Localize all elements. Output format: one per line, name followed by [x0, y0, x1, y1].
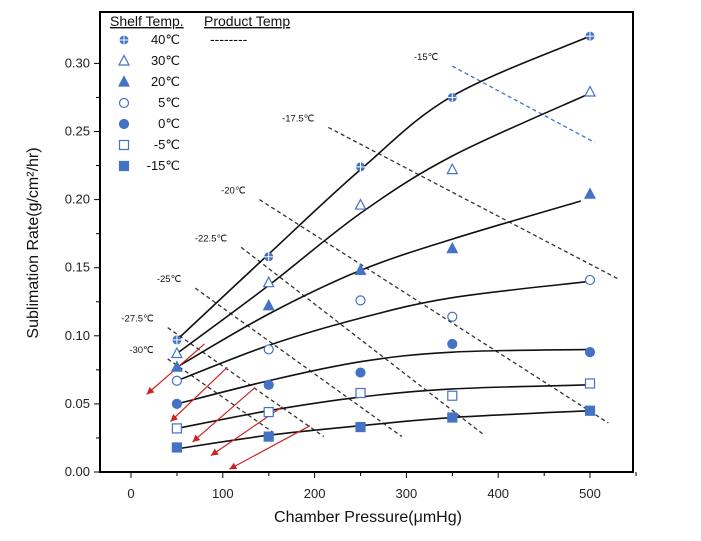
y-tick-label: 0.30 — [65, 55, 90, 70]
red-arrow — [228, 425, 311, 470]
data-point — [446, 241, 459, 254]
legend-marker — [118, 54, 130, 66]
plot-frame — [99, 11, 634, 473]
x-axis-title: Chamber Pressure(μmHg) — [274, 509, 462, 526]
data-point — [171, 423, 182, 434]
red-arrow — [192, 387, 256, 443]
legend-label: 40℃ — [151, 32, 180, 47]
data-point — [584, 378, 596, 389]
y-tick-label: 0.00 — [65, 464, 90, 479]
isotherm-label: -25℃ — [157, 274, 182, 285]
legend-label: 5℃ — [158, 95, 180, 110]
data-point — [263, 379, 274, 390]
legend-marker — [118, 118, 130, 130]
data-point — [355, 387, 366, 399]
data-point — [447, 412, 458, 423]
legend-marker — [118, 139, 130, 151]
axis-ticks — [94, 62, 637, 478]
y-axis-title: Sublimation Rate(g/cm²/hr) — [25, 147, 42, 338]
isotherm-label: -15℃ — [414, 52, 439, 63]
data-point — [263, 344, 274, 355]
y-tick-label: 0.10 — [65, 328, 90, 343]
fit-curve — [176, 280, 591, 382]
isotherm-line — [167, 358, 274, 434]
isotherm-labels: -15℃ -17.5℃ -20℃ -22.5℃ -25℃ -27.5℃ -30℃ — [121, 52, 438, 356]
data-point — [262, 299, 275, 311]
data-point — [584, 405, 596, 416]
isotherm-label: -30℃ — [129, 345, 154, 356]
isotherm-label: -17.5℃ — [282, 113, 315, 124]
data-point — [355, 295, 366, 306]
data-point — [355, 421, 366, 433]
fit-curves — [176, 35, 591, 450]
fit-curve — [176, 384, 591, 430]
y-tick-labels: 0.00 0.05 0.10 0.15 0.20 0.25 0.30 — [65, 55, 90, 479]
y-tick-label: 0.05 — [65, 396, 90, 411]
x-tick-labels: 0 100 200 300 400 500 — [127, 486, 600, 501]
data-point — [170, 346, 183, 359]
data-point — [447, 311, 458, 322]
x-tick-label: 500 — [579, 486, 601, 501]
legend-label: 0℃ — [158, 116, 180, 131]
x-tick-label: 300 — [396, 486, 418, 501]
isotherm-label: -22.5℃ — [195, 233, 228, 244]
data-point — [584, 274, 596, 286]
legend-label: -15℃ — [147, 158, 180, 173]
data-point — [171, 398, 182, 409]
data-point — [354, 198, 367, 210]
legend-header-product: Product Temp — [204, 13, 290, 29]
legend-items: 40℃ 30℃ 20℃ 5℃ 0℃ -5℃ -15℃ — [118, 32, 180, 173]
data-markers — [170, 31, 596, 453]
x-tick-label: 200 — [304, 486, 326, 501]
red-arrows — [146, 343, 311, 470]
legend-label: -5℃ — [154, 137, 180, 152]
isotherm-lines — [167, 65, 618, 438]
red-arrow — [170, 366, 228, 423]
isotherm-line — [451, 65, 595, 143]
data-point — [447, 390, 458, 401]
legend-marker — [118, 97, 130, 109]
data-point — [171, 442, 182, 453]
isotherm-line — [194, 287, 403, 438]
data-point — [584, 347, 596, 358]
legend-marker — [118, 160, 130, 172]
data-point — [263, 406, 274, 418]
y-tick-label: 0.25 — [65, 124, 90, 139]
y-tick-label: 0.20 — [65, 192, 90, 207]
legend-label: 30℃ — [151, 53, 180, 68]
legend: Shelf Temp. Product Temp -------- 40℃ 30℃… — [110, 13, 290, 173]
x-tick-label: 0 — [127, 486, 134, 501]
isotherm-line — [167, 327, 325, 438]
data-point — [354, 263, 367, 276]
isotherm-line — [240, 246, 485, 436]
data-point — [584, 85, 596, 97]
data-point — [171, 375, 182, 386]
isotherm-label: -27.5℃ — [121, 314, 154, 325]
x-tick-label: 100 — [212, 486, 234, 501]
legend-header-shelf: Shelf Temp. — [110, 13, 184, 29]
data-point — [263, 431, 274, 442]
x-tick-label: 400 — [487, 486, 509, 501]
data-point — [447, 338, 458, 350]
data-point — [170, 360, 183, 372]
data-point — [262, 275, 275, 288]
data-point — [446, 162, 459, 175]
fit-curve — [176, 92, 591, 355]
legend-marker — [118, 75, 130, 87]
fit-curve — [176, 348, 591, 405]
data-point — [355, 367, 366, 378]
data-point — [584, 187, 596, 199]
y-tick-label: 0.15 — [65, 260, 90, 275]
isotherm-label: -20℃ — [221, 186, 246, 197]
isotherm-line — [328, 126, 618, 280]
legend-label: 20℃ — [151, 74, 180, 89]
legend-product-line-sample: -------- — [210, 31, 248, 47]
